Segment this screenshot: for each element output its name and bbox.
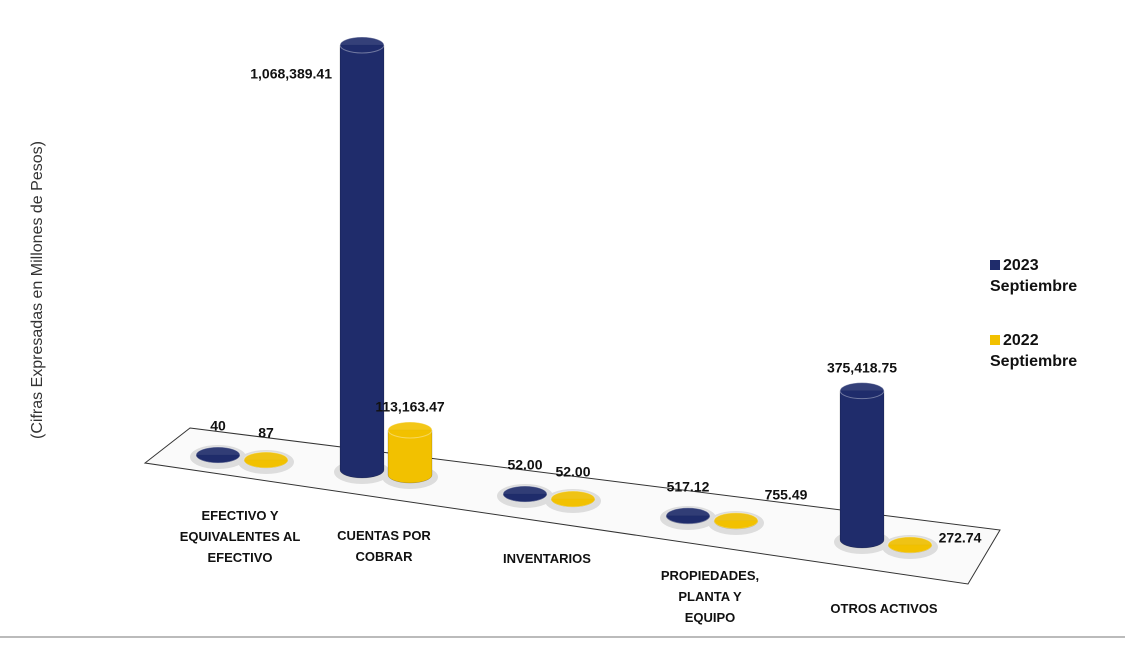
- data-label: 755.49: [765, 487, 808, 503]
- cylinder-top: [195, 446, 241, 464]
- cylinder-top: [665, 507, 711, 525]
- x-tick-label: OTROS ACTIVOS: [830, 601, 938, 616]
- legend-swatch: [990, 260, 1000, 270]
- data-label: 40: [210, 418, 226, 434]
- cylinder-top: [339, 36, 385, 54]
- data-label: 517.12: [667, 479, 710, 495]
- cylinder-top: [887, 536, 933, 554]
- x-tick-label: INVENTARIOS: [503, 551, 591, 566]
- y-axis-label: (Cifras Expresadas en Millones de Pesos): [29, 141, 46, 439]
- legend-swatch: [990, 335, 1000, 345]
- data-label: 52.00: [555, 464, 590, 480]
- cylinder-top: [387, 421, 433, 439]
- data-label: 1,068,389.41: [250, 66, 332, 82]
- x-tick-label: EFECTIVO Y EQUIVALENTES AL EFECTIVO: [179, 508, 301, 565]
- cylinder: [387, 429, 433, 484]
- data-label: 375,418.75: [827, 359, 897, 375]
- cylinder-top: [550, 490, 596, 508]
- legend-entry: 2023 Septiembre: [990, 255, 1100, 297]
- cylinder-top: [502, 485, 548, 503]
- cylinder: [339, 44, 385, 479]
- data-label: 52.00: [507, 457, 542, 473]
- legend-label: 2022 Septiembre: [990, 332, 1078, 370]
- x-tick-label: CUENTAS POR COBRAR: [337, 528, 431, 564]
- x-tick-label: PROPIEDADES, PLANTA Y EQUIPO: [660, 568, 760, 625]
- data-label: 113,163.47: [375, 399, 445, 415]
- data-label: 272.74: [939, 530, 982, 546]
- cylinder-top: [713, 512, 759, 530]
- legend-entry: 2022 Septiembre: [990, 330, 1100, 372]
- cylinder: [839, 390, 885, 549]
- legend-label: 2023 Septiembre: [990, 257, 1078, 295]
- cylinder-top: [243, 451, 289, 469]
- cylinder-top: [839, 382, 885, 400]
- data-label: 87: [258, 425, 274, 441]
